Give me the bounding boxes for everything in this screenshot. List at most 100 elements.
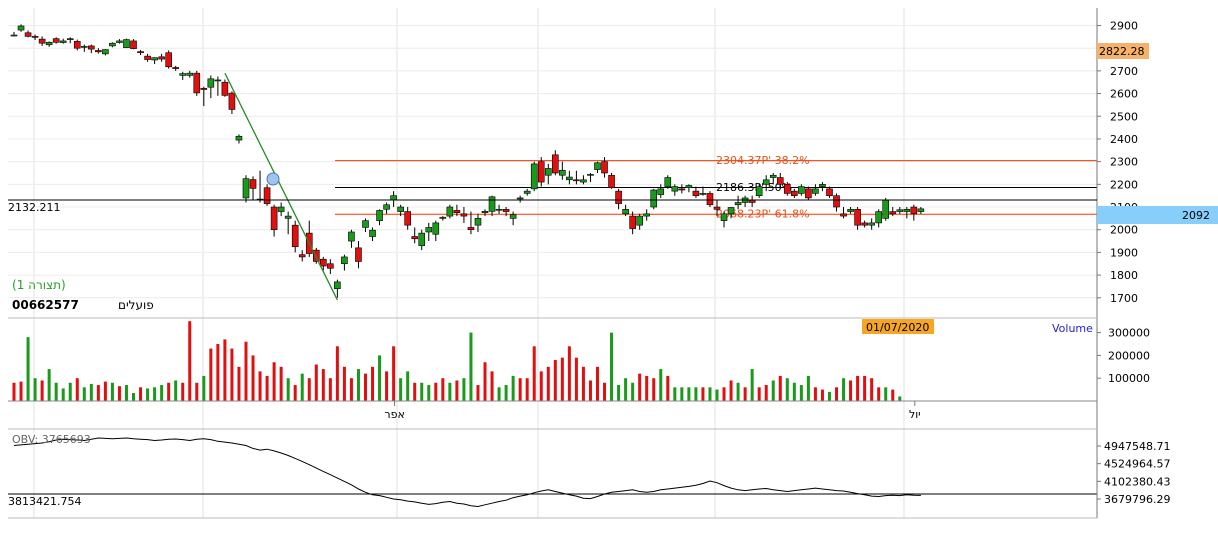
volume-bar	[19, 381, 23, 401]
candle-body	[88, 45, 95, 50]
volume-bar	[251, 355, 255, 401]
candle-body	[798, 186, 805, 194]
volume-bar	[603, 382, 607, 401]
volume-tick-label: 200000	[1108, 349, 1150, 362]
volume-bar	[47, 369, 51, 401]
volume-bar	[237, 366, 241, 401]
volume-axis-ticks: 300000 200000 100000	[1097, 327, 1150, 385]
candle-body	[636, 215, 643, 226]
volume-bar	[806, 375, 810, 401]
candle-body	[748, 199, 756, 203]
volume-bar	[610, 332, 614, 401]
volume-bar	[687, 387, 691, 401]
candle-body	[910, 206, 918, 215]
trendline[interactable]	[224, 72, 338, 301]
candle-body	[826, 188, 833, 196]
price-tick-label: 2700	[1110, 65, 1138, 78]
volume-bar	[518, 378, 522, 401]
candle-body	[383, 204, 390, 210]
candle-body	[467, 227, 475, 231]
candle-body	[66, 38, 74, 40]
volume-bar	[743, 387, 747, 401]
volume-bar	[560, 357, 564, 401]
candle-body	[573, 179, 580, 182]
price-tick-label: 1800	[1110, 269, 1138, 282]
volume-bar	[124, 385, 128, 401]
x-tick-label: אפר	[384, 408, 404, 421]
candle-body	[102, 49, 109, 55]
volume-bar	[33, 378, 37, 401]
obv-left-value: 3813421.754	[8, 495, 81, 508]
volume-bar	[898, 396, 902, 401]
candle-body	[805, 188, 812, 199]
candle-body	[376, 210, 383, 221]
volume-bar	[553, 359, 557, 401]
candle-body	[488, 196, 496, 212]
candle-body	[284, 215, 292, 219]
volume-bar	[617, 385, 621, 401]
candle-body	[446, 206, 454, 217]
volume-bar	[160, 385, 164, 401]
volume-bar	[61, 388, 65, 401]
candle-body	[95, 50, 102, 53]
candle-body	[474, 218, 482, 226]
candle-body	[193, 72, 201, 94]
volume-bar	[181, 382, 185, 401]
candle-body	[678, 188, 686, 191]
volume-tick-label: 300000	[1108, 327, 1150, 340]
volume-bar	[849, 380, 853, 401]
volume-bar	[652, 378, 656, 401]
candle-body	[530, 163, 538, 190]
volume-bar	[750, 369, 754, 401]
volume-bar	[413, 382, 417, 401]
volume-bar	[631, 382, 635, 401]
candle-body	[516, 197, 524, 200]
candle-body	[868, 222, 875, 226]
candle-body	[791, 190, 798, 196]
x-tick-label: יול	[909, 408, 921, 421]
candle-body	[706, 193, 714, 206]
candle-body	[249, 179, 257, 189]
volume-bar	[799, 385, 803, 401]
candle-body	[460, 213, 468, 217]
volume-bar	[813, 387, 817, 401]
candle-body	[537, 161, 545, 183]
candle-body	[73, 41, 81, 49]
volume-bar	[778, 375, 782, 401]
volume-bar	[392, 346, 396, 401]
candle-body	[228, 92, 236, 110]
volume-bar	[314, 364, 318, 401]
candle-body	[509, 214, 517, 219]
candle-body	[481, 211, 489, 213]
candle-body	[664, 177, 672, 187]
volume-bar	[321, 369, 325, 401]
volume-bar	[588, 380, 592, 401]
candle-body	[776, 177, 784, 185]
volume-bar	[546, 366, 550, 401]
volume-bar	[272, 362, 276, 401]
candle-body	[847, 208, 854, 212]
candle-body	[144, 55, 151, 60]
candle-body	[320, 258, 327, 267]
price-tick-label: 2600	[1110, 88, 1138, 101]
volume-bar	[146, 388, 150, 401]
volume-bar	[427, 385, 431, 401]
candle-body	[355, 247, 362, 262]
volume-bar	[188, 321, 192, 401]
candle-body	[580, 179, 587, 183]
volume-bar	[708, 387, 712, 401]
volume-bar	[624, 378, 628, 401]
candle-body	[854, 208, 861, 226]
volume-bar	[378, 355, 382, 401]
candle-body	[713, 206, 721, 210]
candle-body	[165, 52, 172, 68]
volume-bar	[82, 387, 86, 401]
volume-bar	[385, 371, 389, 401]
volume-bar	[694, 387, 698, 401]
candle-body	[650, 189, 658, 208]
candle-body	[812, 188, 819, 194]
volume-bar	[356, 369, 360, 401]
candle-body	[411, 236, 419, 240]
crosshair-price-label: 2132.211	[8, 201, 61, 214]
